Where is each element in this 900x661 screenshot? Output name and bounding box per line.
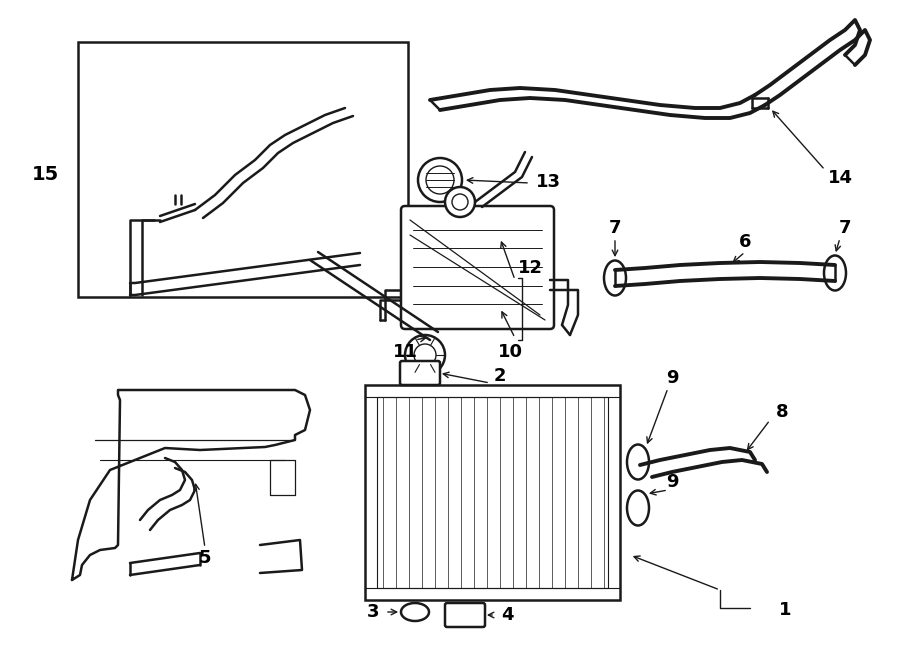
Circle shape: [414, 344, 436, 366]
Bar: [377, 397, 608, 588]
Ellipse shape: [401, 603, 429, 621]
Text: 11: 11: [392, 343, 418, 361]
Circle shape: [405, 335, 445, 375]
Circle shape: [445, 187, 475, 217]
Text: 8: 8: [776, 403, 788, 421]
Text: 5: 5: [199, 549, 212, 567]
Bar: [78, 42, 408, 297]
FancyBboxPatch shape: [445, 603, 485, 627]
Bar: [365, 385, 620, 600]
Text: 14: 14: [827, 169, 852, 187]
Text: 13: 13: [536, 173, 561, 191]
FancyBboxPatch shape: [400, 361, 440, 385]
Text: 9: 9: [666, 473, 679, 491]
Text: 10: 10: [498, 343, 523, 361]
Text: 6: 6: [739, 233, 752, 251]
Text: 15: 15: [32, 165, 58, 184]
Text: 9: 9: [666, 369, 679, 387]
Text: 4: 4: [500, 606, 513, 624]
Text: 3: 3: [367, 603, 379, 621]
Ellipse shape: [627, 490, 649, 525]
Ellipse shape: [604, 260, 626, 295]
Ellipse shape: [627, 444, 649, 479]
Circle shape: [426, 166, 454, 194]
Text: 12: 12: [518, 259, 543, 277]
Text: 2: 2: [494, 367, 506, 385]
Text: 1: 1: [778, 601, 791, 619]
Circle shape: [418, 158, 462, 202]
Text: 7: 7: [839, 219, 851, 237]
FancyBboxPatch shape: [401, 206, 554, 329]
Ellipse shape: [824, 256, 846, 290]
Circle shape: [452, 194, 468, 210]
Text: 7: 7: [608, 219, 621, 237]
